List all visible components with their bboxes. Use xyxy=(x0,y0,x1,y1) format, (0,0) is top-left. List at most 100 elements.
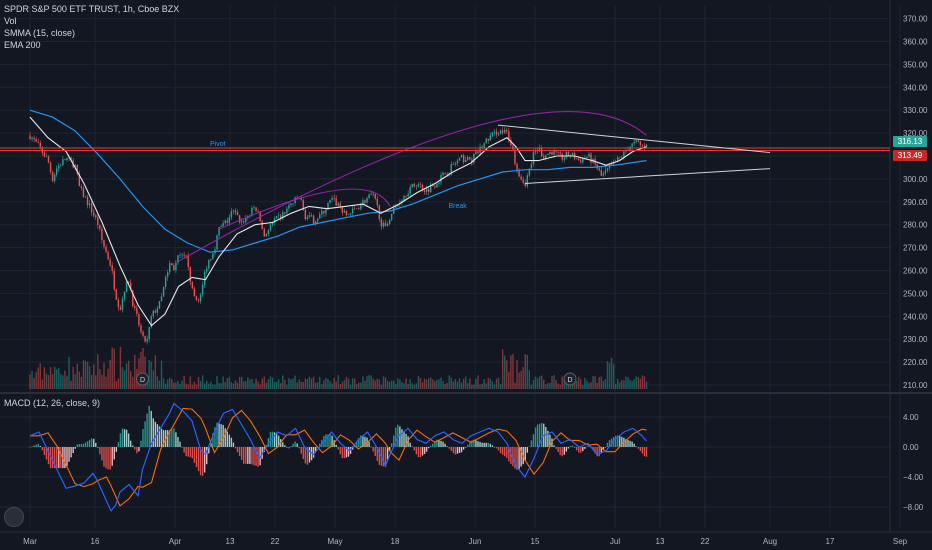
volume-bar xyxy=(107,368,109,389)
candle-body xyxy=(621,157,623,158)
macd-histogram-bar xyxy=(273,432,276,447)
volume-bar xyxy=(173,382,175,389)
volume-bar xyxy=(460,382,463,389)
candle-body xyxy=(499,130,502,134)
volume-bar xyxy=(294,375,296,389)
candle-body xyxy=(485,138,487,144)
volume-bar xyxy=(189,376,191,389)
volume-bar xyxy=(280,383,282,389)
time-tick-label: May xyxy=(327,537,342,546)
indicator-macd[interactable]: MACD (12, 26, close, 9) xyxy=(4,398,101,408)
main-legend: SPDR S&P 500 ETF TRUST, 1h, Cboe BZX Vol… xyxy=(4,3,179,51)
macd-histogram-bar xyxy=(458,447,461,454)
candle-body xyxy=(319,214,321,219)
volume-bars xyxy=(29,346,648,389)
macd-histogram-bar xyxy=(144,421,146,447)
volume-bar xyxy=(45,373,48,389)
candle-body xyxy=(356,208,358,210)
volume-bar xyxy=(425,379,428,389)
volume-bar xyxy=(62,375,64,389)
macd-histogram-bar xyxy=(409,442,411,447)
indicator-ema[interactable]: EMA 200 xyxy=(4,40,41,50)
macd-histogram-bar xyxy=(88,439,91,447)
macd-histogram-bar xyxy=(240,447,243,460)
candle-body xyxy=(300,198,302,201)
volume-bar xyxy=(152,370,154,389)
macd-histogram-bar xyxy=(72,447,74,454)
macd-histogram-bar xyxy=(271,431,274,447)
macd-histogram-bar xyxy=(627,440,629,447)
volume-bar xyxy=(635,376,637,389)
symbol-title[interactable]: SPDR S&P 500 ETF TRUST, 1h, Cboe BZX xyxy=(4,4,180,14)
break-label: Break xyxy=(449,203,468,210)
candle-body xyxy=(78,173,81,187)
volume-bar xyxy=(84,360,87,389)
macd-histogram-bar xyxy=(376,447,378,461)
candle-body xyxy=(619,157,621,158)
volume-bar xyxy=(341,381,344,389)
candle-body xyxy=(183,254,185,256)
volume-bar xyxy=(643,376,646,389)
candle-body xyxy=(76,164,78,174)
macd-histogram-bar xyxy=(181,446,183,448)
macd-histogram-bar xyxy=(86,441,89,447)
indicator-vol[interactable]: Vol xyxy=(4,16,17,26)
macd-histogram-bar xyxy=(134,447,136,450)
macd-histogram-bar xyxy=(639,447,642,452)
candle-body xyxy=(382,222,385,227)
candle-body xyxy=(510,140,512,146)
candle-body xyxy=(109,259,111,266)
volume-bar xyxy=(93,364,95,389)
time-tick-label: Mar xyxy=(23,537,37,546)
volume-bar xyxy=(508,371,510,389)
macd-histogram-bar xyxy=(156,424,159,447)
macd-histogram-bar xyxy=(448,447,450,449)
candle-body xyxy=(349,213,352,215)
candle-body xyxy=(302,200,305,210)
macd-histogram-bar xyxy=(528,446,531,448)
candle-body xyxy=(462,155,465,163)
macd-histogram-bar xyxy=(107,447,109,470)
volume-bar xyxy=(296,382,298,389)
candle-body xyxy=(516,164,518,170)
volume-bar xyxy=(119,346,122,389)
volume-bar xyxy=(290,379,292,389)
macd-histogram-bar xyxy=(39,446,41,447)
volume-bar xyxy=(210,381,212,389)
volume-bar xyxy=(230,382,233,389)
candle-body xyxy=(341,206,344,213)
macd-histogram-bar xyxy=(588,445,590,447)
candle-body xyxy=(633,141,635,144)
candle-body xyxy=(641,145,644,146)
macd-histogram-bar xyxy=(619,436,621,447)
volume-bar xyxy=(197,376,200,389)
volume-bar xyxy=(47,375,50,389)
tradingview-logo-icon[interactable] xyxy=(4,507,24,527)
macd-histogram-bar xyxy=(489,443,492,447)
volume-bar xyxy=(41,379,44,389)
macd-histogram-bar xyxy=(136,447,138,454)
volume-bar xyxy=(588,382,590,389)
volume-bar xyxy=(612,363,615,389)
macd-histogram-bar xyxy=(343,447,346,459)
candle-body xyxy=(440,175,442,183)
volume-bar xyxy=(510,355,512,389)
candle-body xyxy=(590,153,592,163)
macd-histogram-bar xyxy=(277,435,280,447)
candle-body xyxy=(493,131,496,133)
candle-body xyxy=(625,150,627,152)
candle-body xyxy=(323,210,325,214)
candle-body xyxy=(604,170,607,174)
volume-bar xyxy=(504,355,506,389)
volume-bar xyxy=(232,383,235,389)
volume-bar xyxy=(218,382,220,389)
candle-body xyxy=(257,211,259,212)
candle-body xyxy=(185,255,187,257)
macd-histogram-bar xyxy=(534,427,537,447)
macd-histogram-bar xyxy=(645,447,648,457)
indicator-smma[interactable]: SMMA (15, close) xyxy=(4,28,76,38)
macd-histogram-bar xyxy=(201,447,204,476)
macd-histogram-bar xyxy=(393,435,395,447)
